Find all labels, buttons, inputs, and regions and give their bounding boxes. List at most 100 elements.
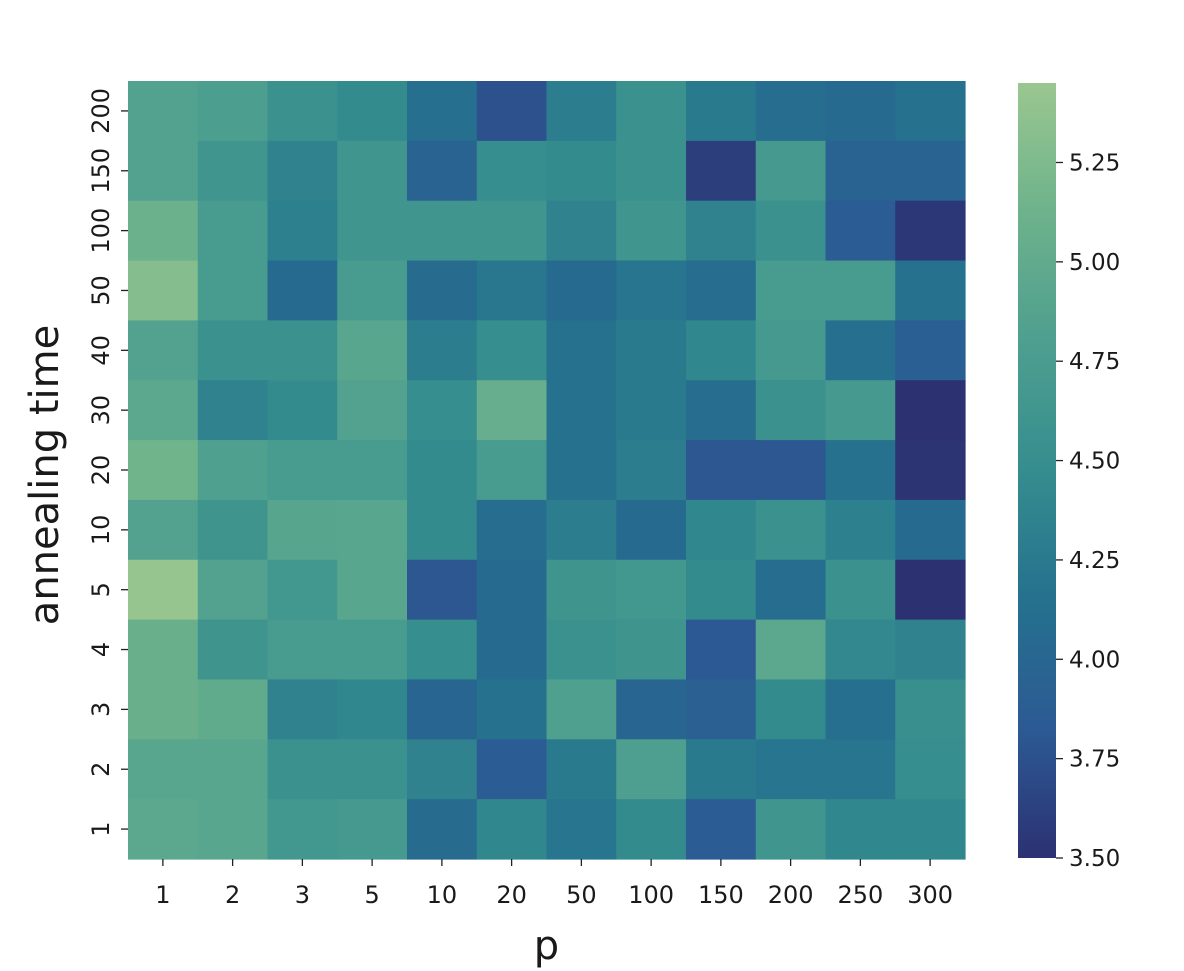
heatmap-cell — [895, 380, 966, 441]
heatmap-cell — [895, 499, 966, 561]
y-tick-label: 40 — [87, 335, 115, 366]
y-tick-label: 2 — [87, 762, 115, 777]
heatmap-cell — [825, 320, 896, 381]
heatmap-cell — [825, 380, 896, 441]
x-axis-label: p — [534, 923, 559, 969]
y-tick-label: 20 — [87, 455, 115, 486]
heatmap-cell — [755, 260, 827, 321]
heatmap-cell — [407, 679, 478, 740]
colorbar-tick-label: 4.75 — [1069, 349, 1120, 375]
heatmap-cell — [546, 200, 617, 262]
heatmap-cell — [895, 260, 966, 321]
heatmap-cell — [337, 380, 408, 441]
heatmap-cell — [546, 440, 617, 501]
colorbar — [1018, 83, 1056, 858]
heatmap-cell — [476, 679, 548, 740]
heatmap-cell — [755, 200, 827, 262]
heatmap-cell — [407, 559, 478, 621]
heatmap-cell — [197, 260, 269, 321]
heatmap-cell — [337, 559, 408, 621]
heatmap-cell — [407, 140, 478, 202]
heatmap-cell — [267, 739, 338, 800]
heatmap-cell — [128, 260, 199, 321]
heatmap-cell — [616, 380, 687, 441]
heatmap-cell — [476, 380, 548, 441]
heatmap-cell — [616, 260, 687, 321]
heatmap-cell — [128, 499, 199, 561]
colorbar-tick-label: 5.25 — [1069, 150, 1120, 176]
heatmap-cell — [755, 619, 827, 681]
heatmap-cell — [825, 559, 896, 621]
heatmap-cell — [337, 81, 408, 142]
x-tick-label: 200 — [768, 881, 814, 909]
y-tick-label: 3 — [87, 702, 115, 717]
heatmap-cell — [407, 200, 478, 262]
heatmap-cell — [337, 679, 408, 740]
heatmap-cell — [616, 679, 687, 740]
heatmap-cell — [895, 619, 966, 681]
x-tick-label: 20 — [496, 881, 527, 909]
heatmap-cell — [337, 499, 408, 561]
heatmap-cell — [267, 499, 338, 561]
heatmap-cell — [895, 739, 966, 800]
y-tick-label: 1 — [87, 821, 115, 836]
heatmap-cell — [686, 499, 757, 561]
heatmap-cell — [197, 380, 269, 441]
colorbar-tick-label: 3.75 — [1069, 747, 1120, 773]
heatmap-cell — [267, 619, 338, 681]
x-tick-label: 300 — [907, 881, 953, 909]
heatmap-cell — [128, 799, 199, 860]
heatmap-cell — [686, 440, 757, 501]
heatmap-cell — [755, 380, 827, 441]
heatmap-cell — [407, 619, 478, 681]
heatmap-cell — [407, 799, 478, 860]
heatmap-cell — [267, 380, 338, 441]
colorbar-tick-label: 4.50 — [1069, 449, 1120, 475]
heatmap-cell — [128, 679, 199, 740]
heatmap-cell — [267, 559, 338, 621]
heatmap-cell — [128, 619, 199, 681]
y-tick-label: 200 — [87, 88, 115, 134]
x-tick-label: 150 — [698, 881, 744, 909]
heatmap-cell — [407, 499, 478, 561]
heatmap-cell — [686, 140, 757, 202]
heatmap-cell — [825, 260, 896, 321]
heatmap-cell — [476, 619, 548, 681]
heatmap-cell — [476, 559, 548, 621]
heatmap-cell — [686, 200, 757, 262]
heatmap-cell — [546, 679, 617, 740]
heatmap-cell — [267, 260, 338, 321]
heatmap-cell — [755, 140, 827, 202]
heatmap-cell — [686, 799, 757, 860]
heatmap-cell — [407, 81, 478, 142]
heatmap-cell — [825, 440, 896, 501]
heatmap-cell — [686, 559, 757, 621]
heatmap-cell — [267, 440, 338, 501]
heatmap-cell — [616, 81, 687, 142]
heatmap-cell — [197, 200, 269, 262]
heatmap-cell — [825, 499, 896, 561]
heatmap-cell — [128, 380, 199, 441]
heatmap-cell — [616, 619, 687, 681]
heatmap-cell — [895, 799, 966, 860]
heatmap-cell — [128, 140, 199, 202]
heatmap-cell — [197, 619, 269, 681]
colorbar-tick-label: 4.25 — [1069, 548, 1120, 574]
heatmap-cells — [128, 81, 966, 860]
heatmap-cell — [895, 679, 966, 740]
heatmap-cell — [825, 799, 896, 860]
heatmap-cell — [755, 81, 827, 142]
y-tick-label: 30 — [87, 395, 115, 426]
heatmap-cell — [825, 200, 896, 262]
heatmap-cell — [476, 260, 548, 321]
heatmap-cell — [267, 320, 338, 381]
heatmap-cell — [895, 81, 966, 142]
heatmap-cell — [546, 260, 617, 321]
heatmap-cell — [686, 679, 757, 740]
heatmap-cell — [476, 140, 548, 202]
heatmap-cell — [825, 679, 896, 740]
heatmap-cell — [616, 440, 687, 501]
heatmap-cell — [476, 799, 548, 860]
x-axis-ticks: 1 2 3 5 10 20 50 100 150 200 250 300 — [155, 859, 953, 909]
heatmap-cell — [755, 679, 827, 740]
